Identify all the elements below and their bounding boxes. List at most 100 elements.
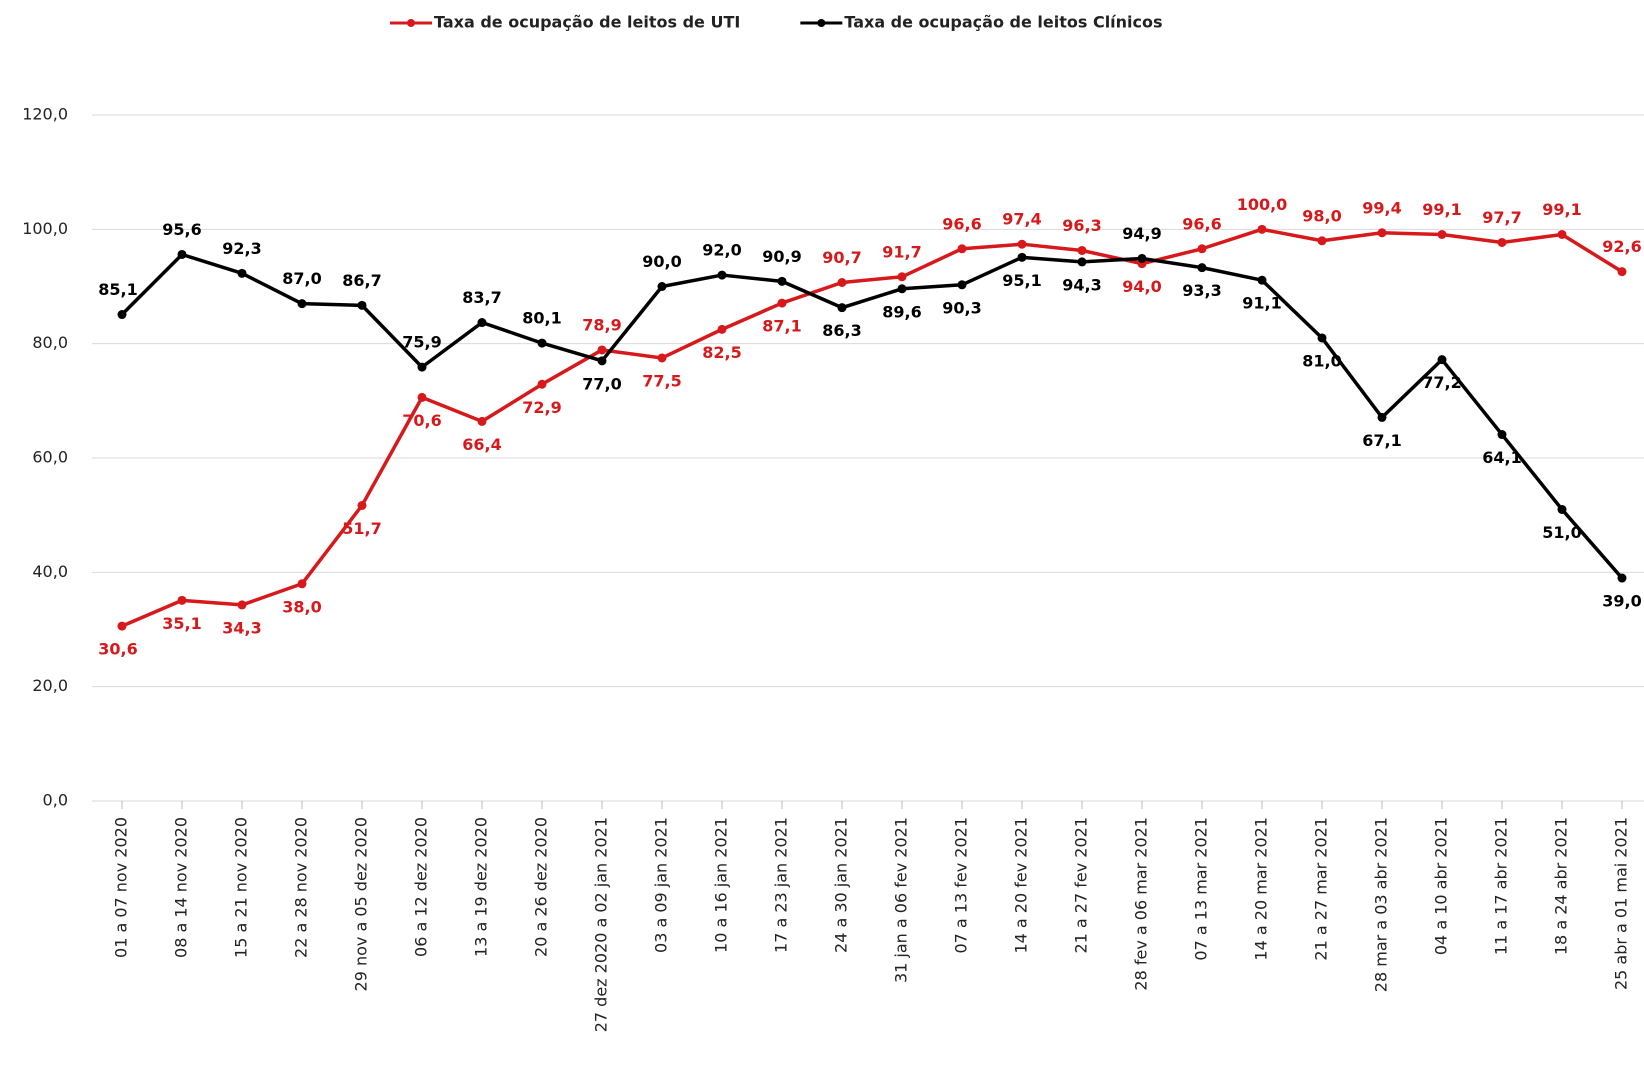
value-label: 92,3	[222, 239, 261, 258]
value-label: 64,1	[1482, 448, 1521, 467]
point	[1017, 239, 1027, 249]
x-tick-label: 01 a 07 nov 2020	[112, 817, 131, 958]
value-label: 38,0	[282, 597, 321, 616]
value-label: 90,7	[822, 248, 861, 267]
value-label: 95,1	[1002, 271, 1041, 290]
point	[1137, 253, 1147, 263]
point	[1497, 430, 1507, 440]
point	[117, 310, 127, 320]
value-label: 30,6	[98, 640, 137, 659]
y-tick-label: 20,0	[32, 676, 68, 695]
value-label: 80,1	[522, 309, 561, 328]
point	[297, 299, 307, 309]
x-tick-label: 31 jan a 06 fev 2021	[892, 817, 911, 983]
value-label: 89,6	[882, 302, 921, 321]
series-line	[121, 227, 1623, 628]
value-label: 94,3	[1062, 275, 1101, 294]
value-label: 97,7	[1482, 208, 1521, 227]
value-label: 85,1	[98, 280, 137, 299]
x-tick-label: 18 a 24 abr 2021	[1552, 817, 1571, 955]
point	[537, 379, 547, 389]
x-tick-label: 03 a 09 jan 2021	[652, 817, 671, 953]
x-tick-label: 17 a 23 jan 2021	[772, 817, 791, 953]
point	[1557, 229, 1567, 239]
x-tick-label: 14 a 20 mar 2021	[1252, 817, 1271, 961]
point	[957, 280, 967, 290]
value-label: 94,0	[1122, 277, 1161, 296]
point	[1257, 224, 1267, 234]
value-label: 34,3	[222, 618, 261, 637]
point	[957, 244, 967, 254]
x-tick-label: 28 fev a 06 mar 2021	[1132, 817, 1151, 991]
value-label: 87,0	[282, 269, 321, 288]
point	[657, 353, 667, 363]
point	[477, 416, 487, 426]
value-label: 90,9	[762, 247, 801, 266]
y-tick-label: 40,0	[32, 562, 68, 581]
value-label: 75,9	[402, 333, 441, 352]
x-tick-label: 14 a 20 fev 2021	[1012, 817, 1031, 954]
legend-marker	[817, 19, 826, 27]
value-label: 97,4	[1002, 210, 1041, 229]
value-label: 77,5	[642, 371, 681, 390]
x-tick-label: 25 abr a 01 mai 2021	[1612, 817, 1631, 990]
point	[1317, 236, 1327, 246]
value-label: 66,4	[462, 435, 501, 454]
value-label: 94,9	[1122, 224, 1161, 243]
x-tick-label: 08 a 14 nov 2020	[172, 817, 191, 958]
point	[717, 324, 727, 334]
value-label: 96,6	[1182, 214, 1221, 233]
x-tick-label: 22 a 28 nov 2020	[292, 817, 311, 958]
value-label: 92,6	[1602, 237, 1641, 256]
point	[1197, 244, 1207, 254]
point	[837, 277, 847, 287]
x-tick-label: 28 mar a 03 abr 2021	[1372, 817, 1391, 992]
x-tick-label: 29 nov a 05 dez 2020	[352, 817, 371, 991]
value-label: 90,3	[942, 298, 981, 317]
x-tick-label: 04 a 10 abr 2021	[1432, 817, 1451, 955]
value-label: 91,1	[1242, 294, 1281, 313]
point	[777, 298, 787, 308]
point	[177, 595, 187, 605]
x-tick-label: 10 a 16 jan 2021	[712, 817, 731, 953]
value-label: 96,3	[1062, 216, 1101, 235]
value-label: 77,0	[582, 374, 621, 393]
y-tick-label: 100,0	[22, 219, 68, 238]
x-tick-label: 07 a 13 mar 2021	[1192, 817, 1211, 961]
value-label: 70,6	[402, 411, 441, 430]
point	[297, 579, 307, 589]
value-label: 92,0	[702, 241, 741, 260]
value-label: 77,2	[1422, 373, 1461, 392]
point	[1557, 504, 1567, 514]
point	[717, 270, 727, 280]
series-line	[120, 252, 1624, 580]
point	[177, 249, 187, 259]
value-label: 99,1	[1542, 200, 1581, 219]
x-tick-label: 15 a 21 nov 2020	[232, 817, 251, 958]
value-label: 51,0	[1542, 523, 1581, 542]
point	[1257, 275, 1267, 285]
point	[417, 392, 427, 402]
point	[357, 500, 367, 510]
value-label: 39,0	[1602, 592, 1641, 611]
value-label: 82,5	[702, 343, 741, 362]
x-tick-label: 27 dez 2020 a 02 jan 2021	[592, 817, 611, 1032]
point	[537, 338, 547, 348]
point	[237, 268, 247, 278]
point	[657, 282, 667, 291]
y-tick-label: 80,0	[32, 333, 68, 352]
value-label: 98,0	[1302, 206, 1341, 225]
x-tick-label: 21 a 27 fev 2021	[1072, 817, 1091, 954]
value-label: 95,6	[162, 220, 201, 239]
point	[1437, 355, 1447, 365]
value-label: 78,9	[582, 315, 621, 334]
point	[1377, 228, 1387, 238]
point	[897, 272, 907, 282]
value-label: 99,4	[1362, 198, 1401, 217]
point	[897, 284, 907, 294]
point	[1077, 257, 1087, 267]
value-label: 93,3	[1182, 281, 1221, 300]
point	[117, 621, 127, 631]
point	[597, 345, 607, 355]
value-label: 67,1	[1362, 431, 1401, 450]
